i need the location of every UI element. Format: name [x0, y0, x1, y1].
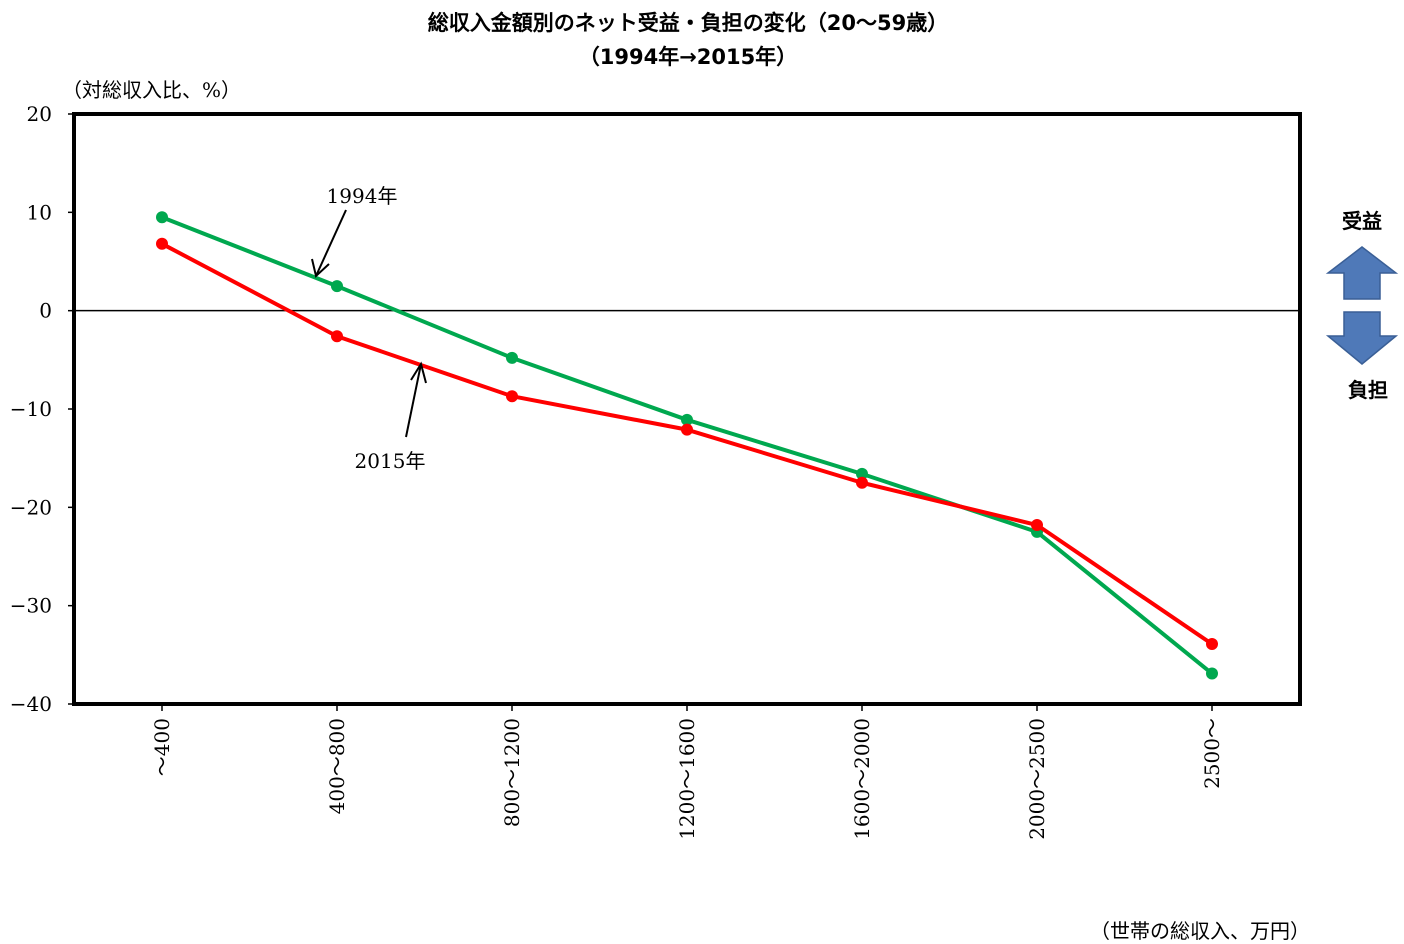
y-tick-label: −30	[10, 594, 52, 618]
x-tick-label: 〜400	[150, 718, 174, 776]
series-point-1	[681, 423, 693, 436]
series-point-1	[331, 330, 343, 343]
series-point-0	[156, 211, 168, 224]
chart-subtitle: （1994年→2015年）	[579, 45, 798, 69]
x-tick-label: 2500〜	[1200, 718, 1224, 789]
series-point-0	[506, 351, 518, 364]
plot-area-frame	[72, 112, 1302, 706]
series-point-0	[681, 413, 693, 426]
x-tick-label: 1600〜2000	[850, 718, 874, 840]
y-tick-label: −40	[10, 692, 52, 716]
x-tick-labels: 〜400 400〜800 800〜1200 1200〜1600 1600〜2000 200…	[150, 704, 1224, 840]
annotation-2015: 2015年	[355, 361, 427, 473]
y-tick-label: 10	[27, 200, 52, 224]
annotation-1994-arrow-shaft	[315, 209, 347, 277]
series-point-0	[331, 280, 343, 293]
benefit-burden-indicator: 受益 負担	[1325, 209, 1399, 402]
y-tick-label: −20	[10, 495, 52, 519]
y-ticks: 20 10 0 −10 −20 −30 −40	[10, 102, 74, 716]
burden-label: 負担	[1348, 378, 1388, 402]
y-tick-label: −10	[10, 397, 52, 421]
series-point-1	[156, 237, 168, 250]
annotation-2015-label: 2015年	[355, 449, 426, 473]
benefit-up-arrow-icon	[1325, 246, 1399, 300]
y-tick-label: 0	[39, 299, 52, 323]
series-point-1	[506, 390, 518, 403]
series-point-1	[856, 476, 868, 489]
annotation-2015-arrow-head	[410, 361, 427, 384]
series-point-1	[1206, 638, 1218, 651]
y-axis-label: （対総収入比、%）	[62, 78, 241, 102]
x-axis-label: （世帯の総収入、万円）	[1090, 919, 1310, 943]
annotation-1994-label: 1994年	[327, 184, 398, 208]
x-tick-label: 400〜800	[325, 718, 349, 814]
annotation-1994-arrow-head	[311, 258, 330, 278]
series-line-1	[161, 242, 1214, 646]
series-point-0	[856, 467, 868, 480]
series-layer	[156, 211, 1218, 680]
annotation-2015-arrow-shaft	[405, 363, 422, 438]
series-point-1	[1031, 519, 1043, 532]
series-line-0	[161, 215, 1214, 676]
series-point-0	[1206, 667, 1218, 680]
benefit-label: 受益	[1342, 209, 1382, 233]
annotation-1994: 1994年	[311, 184, 398, 278]
y-tick-label: 20	[27, 102, 52, 126]
x-tick-label: 1200〜1600	[675, 718, 699, 840]
x-tick-label: 800〜1200	[500, 718, 524, 827]
x-tick-label: 2000〜2500	[1025, 718, 1049, 840]
chart-title: 総収入金額別のネット受益・負担の変化（20〜59歳）	[428, 11, 948, 35]
burden-down-arrow-icon	[1325, 311, 1399, 365]
